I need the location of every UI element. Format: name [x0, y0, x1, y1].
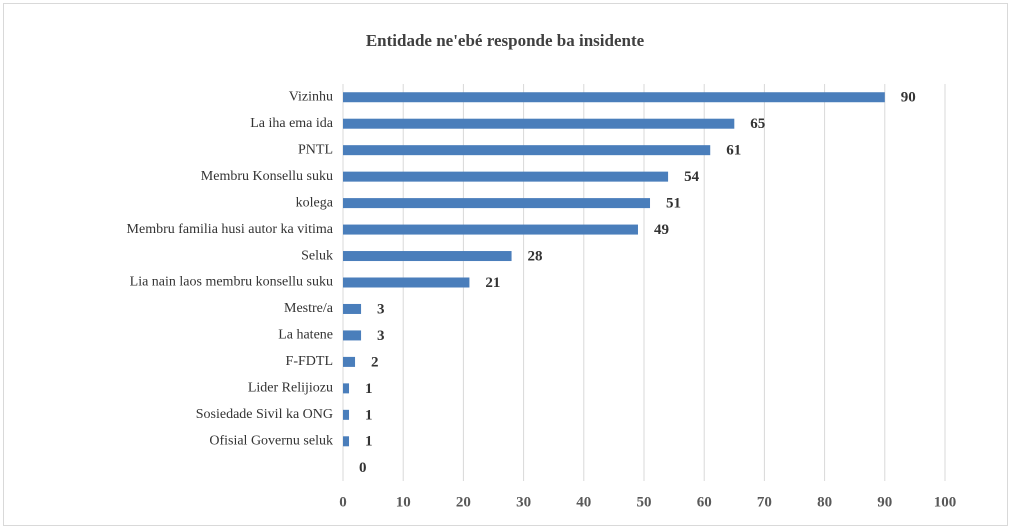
bar	[343, 330, 362, 341]
value-label: 65	[750, 116, 765, 132]
y-tick-label: Membru familia husi autor ka vitima	[127, 222, 334, 237]
x-tick-label: 80	[817, 494, 832, 510]
y-tick-label: Sosiedade Sivil ka ONG	[196, 407, 333, 422]
value-label: 21	[485, 275, 500, 291]
bar	[343, 92, 885, 103]
bar	[343, 224, 638, 235]
x-tick-label: 70	[757, 494, 772, 510]
value-label: 3	[377, 328, 385, 344]
y-tick-label: kolega	[296, 195, 334, 210]
chart-title: Entidade ne'ebé responde ba insidente	[366, 31, 645, 50]
bar	[343, 383, 350, 394]
bar	[343, 436, 350, 447]
x-tick-label: 30	[516, 494, 531, 510]
y-tick-label: Membru Konsellu suku	[201, 169, 333, 184]
y-tick-label: Lia nain laos membru konsellu suku	[130, 275, 333, 290]
y-tick-label: F-FDTL	[286, 354, 333, 369]
bar	[343, 409, 350, 420]
bar	[343, 145, 711, 156]
value-label: 51	[666, 196, 681, 212]
x-tick-label: 50	[637, 494, 652, 510]
bar	[343, 171, 669, 182]
y-tick-label: PNTL	[298, 142, 333, 157]
y-tick-label: La hatene	[278, 328, 333, 343]
value-label: 1	[365, 434, 373, 450]
chart-border	[3, 3, 1008, 526]
y-tick-label: Lider Relijiozu	[248, 381, 333, 396]
x-tick-label: 10	[396, 494, 411, 510]
bar	[343, 277, 470, 288]
y-tick-label: Seluk	[301, 248, 333, 263]
x-tick-label: 20	[456, 494, 471, 510]
value-label: 1	[365, 407, 373, 423]
bar	[343, 198, 651, 209]
bar	[343, 251, 512, 262]
bar	[343, 118, 735, 129]
value-label: 3	[377, 301, 385, 317]
x-tick-label: 60	[697, 494, 712, 510]
x-tick-label: 40	[576, 494, 591, 510]
bar	[343, 356, 356, 367]
y-tick-label: Ofisial Governu seluk	[209, 434, 333, 449]
x-tick-label: 90	[877, 494, 892, 510]
value-label: 54	[684, 169, 700, 185]
x-tick-label: 100	[934, 494, 957, 510]
bar	[343, 303, 362, 314]
value-label: 90	[901, 90, 916, 106]
value-label: 28	[528, 248, 543, 264]
x-tick-label: 0	[339, 494, 347, 510]
value-label: 49	[654, 222, 669, 238]
value-label: 2	[371, 354, 379, 370]
y-tick-label: Mestre/a	[284, 301, 334, 316]
value-label: 61	[726, 143, 741, 159]
value-label: 1	[365, 381, 373, 397]
value-label: 0	[359, 460, 367, 476]
y-tick-label: La iha ema ida	[250, 116, 334, 131]
y-tick-label: Vizinhu	[289, 89, 333, 104]
